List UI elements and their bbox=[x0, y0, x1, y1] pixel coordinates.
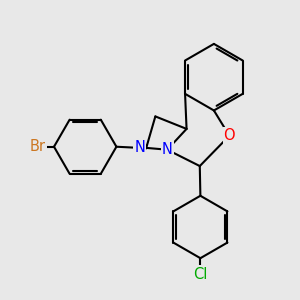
Text: Cl: Cl bbox=[193, 266, 208, 281]
Text: Br: Br bbox=[30, 139, 46, 154]
Text: N: N bbox=[134, 140, 145, 155]
Text: O: O bbox=[224, 128, 235, 143]
Text: N: N bbox=[162, 142, 173, 157]
